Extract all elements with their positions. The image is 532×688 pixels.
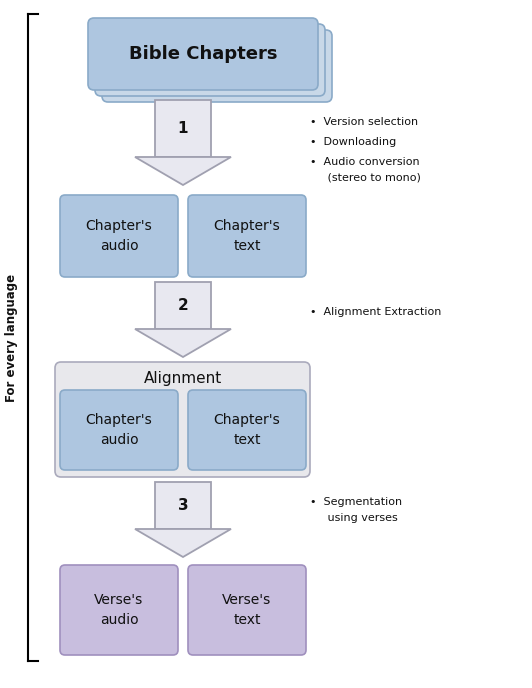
FancyBboxPatch shape [55, 362, 310, 477]
Polygon shape [155, 282, 211, 329]
FancyBboxPatch shape [188, 565, 306, 655]
Text: Bible Chapters: Bible Chapters [129, 45, 277, 63]
Text: Verse's
audio: Verse's audio [94, 593, 144, 627]
Text: Chapter's
audio: Chapter's audio [86, 219, 152, 252]
Text: Chapter's
audio: Chapter's audio [86, 413, 152, 447]
Text: 2: 2 [178, 298, 188, 313]
FancyBboxPatch shape [95, 24, 325, 96]
Text: Chapter's
text: Chapter's text [214, 413, 280, 447]
FancyBboxPatch shape [188, 195, 306, 277]
Text: using verses: using verses [310, 513, 398, 523]
Text: (stereo to mono): (stereo to mono) [310, 173, 421, 183]
Text: •  Alignment Extraction: • Alignment Extraction [310, 307, 442, 317]
Text: 3: 3 [178, 498, 188, 513]
Text: •  Audio conversion: • Audio conversion [310, 157, 420, 167]
Polygon shape [155, 482, 211, 529]
FancyBboxPatch shape [60, 565, 178, 655]
Text: Alignment: Alignment [144, 371, 222, 385]
FancyBboxPatch shape [88, 18, 318, 90]
FancyBboxPatch shape [188, 390, 306, 470]
Polygon shape [135, 329, 231, 357]
Polygon shape [135, 529, 231, 557]
Text: •  Segmentation: • Segmentation [310, 497, 402, 507]
Text: 1: 1 [178, 121, 188, 136]
Polygon shape [135, 157, 231, 185]
FancyBboxPatch shape [60, 390, 178, 470]
FancyBboxPatch shape [102, 30, 332, 102]
Text: •  Version selection: • Version selection [310, 117, 418, 127]
Polygon shape [155, 100, 211, 157]
FancyBboxPatch shape [60, 195, 178, 277]
Text: Verse's
text: Verse's text [222, 593, 272, 627]
Text: For every language: For every language [5, 273, 19, 402]
Text: Chapter's
text: Chapter's text [214, 219, 280, 252]
Text: •  Downloading: • Downloading [310, 137, 396, 147]
